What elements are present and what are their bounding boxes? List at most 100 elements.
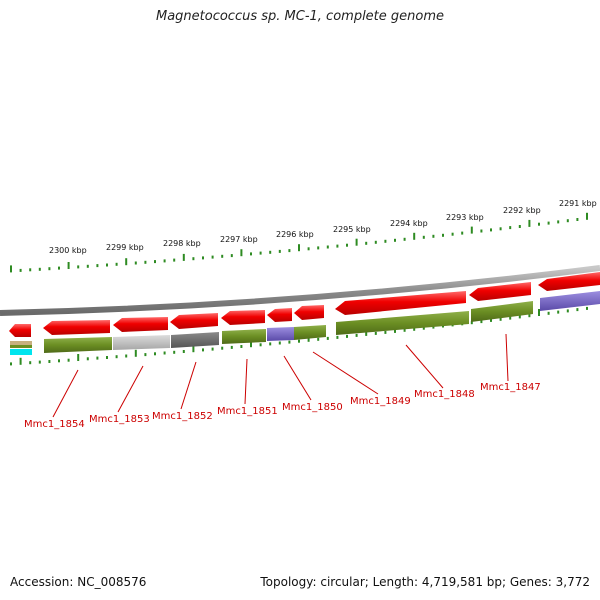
minor-tick bbox=[269, 342, 272, 346]
minor-tick bbox=[326, 245, 329, 249]
minor-tick bbox=[29, 361, 32, 365]
gene-label[interactable]: Mmc1_1850 bbox=[282, 402, 343, 413]
cog-block-1851[interactable] bbox=[222, 329, 266, 344]
gene-labels: Mmc1_1854 Mmc1_1853 Mmc1_1852 Mmc1_1851 … bbox=[24, 382, 541, 430]
minor-tick bbox=[518, 225, 521, 228]
minor-tick bbox=[38, 267, 41, 271]
major-tick bbox=[470, 226, 473, 234]
minor-tick bbox=[125, 354, 128, 358]
minor-tick bbox=[422, 235, 425, 239]
major-tick bbox=[538, 309, 540, 316]
minor-tick bbox=[221, 254, 224, 258]
minor-tick bbox=[48, 267, 51, 271]
minor-tick bbox=[163, 351, 166, 355]
minor-tick bbox=[58, 359, 60, 363]
cog-block-1854[interactable] bbox=[44, 337, 112, 353]
cog-block-small-green bbox=[10, 345, 32, 348]
minor-tick bbox=[106, 263, 108, 267]
minor-tick bbox=[576, 218, 579, 221]
minor-tick bbox=[106, 356, 108, 359]
cds-arrow-1855[interactable] bbox=[9, 324, 31, 337]
minor-tick bbox=[557, 310, 560, 314]
cog-block-1852[interactable] bbox=[171, 332, 219, 348]
minor-tick bbox=[29, 268, 32, 272]
cds-arrow-1852[interactable] bbox=[170, 313, 218, 329]
cds-arrow-1849[interactable] bbox=[335, 291, 466, 315]
cds-arrow-1853[interactable] bbox=[113, 317, 168, 332]
cog-block-1853[interactable] bbox=[113, 335, 170, 350]
minor-tick bbox=[547, 311, 550, 315]
minor-tick bbox=[432, 325, 435, 329]
cog-block-1849[interactable] bbox=[336, 311, 469, 335]
scale-label-2293: 2293 kbp bbox=[446, 213, 484, 222]
minor-tick bbox=[346, 334, 348, 338]
minor-tick bbox=[202, 348, 204, 352]
minor-tick bbox=[211, 255, 214, 259]
scale-label-2295: 2295 kbp bbox=[333, 225, 371, 234]
minor-tick bbox=[298, 339, 300, 343]
minor-tick bbox=[230, 345, 233, 349]
minor-tick bbox=[163, 259, 166, 263]
minor-tick bbox=[58, 266, 60, 270]
gene-label[interactable]: Mmc1_1849 bbox=[350, 396, 411, 407]
cds-track bbox=[9, 272, 600, 337]
minor-tick bbox=[154, 352, 156, 356]
gene-label[interactable]: Mmc1_1851 bbox=[217, 406, 278, 417]
minor-tick bbox=[576, 308, 579, 312]
cog-block-1848[interactable] bbox=[471, 301, 533, 322]
major-tick bbox=[298, 244, 300, 252]
major-tick bbox=[355, 238, 358, 246]
scale-label-2296: 2296 kbp bbox=[276, 230, 314, 239]
minor-tick bbox=[374, 331, 377, 335]
minor-tick bbox=[518, 315, 521, 319]
scale-label-2300: 2300 kbp bbox=[49, 246, 87, 255]
minor-tick bbox=[202, 256, 204, 260]
minor-tick bbox=[182, 350, 185, 353]
cog-block-1847[interactable] bbox=[540, 291, 600, 311]
minor-tick bbox=[317, 246, 320, 250]
minor-tick bbox=[461, 231, 464, 235]
minor-tick bbox=[528, 314, 531, 318]
cds-arrow-1854[interactable] bbox=[43, 320, 110, 335]
scale-label-2297: 2297 kbp bbox=[220, 235, 258, 244]
scale-label-2294: 2294 kbp bbox=[390, 219, 428, 228]
minor-tick bbox=[566, 309, 569, 313]
minor-tick bbox=[77, 265, 80, 269]
minor-tick bbox=[259, 343, 262, 347]
leader-lines bbox=[52, 333, 509, 418]
minor-tick bbox=[394, 238, 396, 242]
minor-tick bbox=[38, 360, 41, 364]
minor-tick bbox=[115, 262, 118, 266]
minor-tick bbox=[67, 358, 70, 362]
gene-label[interactable]: Mmc1_1848 bbox=[414, 389, 475, 400]
gene-label[interactable]: Mmc1_1852 bbox=[152, 411, 213, 422]
cog-track bbox=[10, 291, 600, 355]
gene-label[interactable]: Mmc1_1847 bbox=[480, 382, 541, 393]
topology-summary: Topology: circular; Length: 4,719,581 bp… bbox=[260, 575, 590, 589]
minor-tick bbox=[566, 219, 569, 223]
cds-arrow-1848[interactable] bbox=[469, 282, 531, 301]
minor-tick bbox=[48, 360, 51, 363]
minor-tick bbox=[134, 261, 137, 265]
cds-arrow-1849b[interactable] bbox=[294, 305, 324, 320]
minor-tick bbox=[451, 232, 454, 236]
gene-label[interactable]: Mmc1_1854 bbox=[24, 419, 85, 430]
minor-tick bbox=[173, 258, 176, 262]
genome-backbone bbox=[0, 265, 600, 316]
gene-label[interactable]: Mmc1_1853 bbox=[89, 414, 150, 425]
cds-arrow-1847[interactable] bbox=[538, 272, 600, 291]
minor-tick bbox=[317, 337, 320, 341]
cog-block-1849b[interactable] bbox=[294, 325, 326, 340]
major-tick bbox=[182, 253, 185, 261]
minor-tick bbox=[96, 264, 99, 268]
cog-block-1850[interactable] bbox=[267, 327, 294, 341]
scale-label-2298: 2298 kbp bbox=[163, 239, 201, 248]
minor-tick bbox=[86, 357, 89, 361]
minor-tick bbox=[365, 241, 368, 245]
cds-arrow-1851[interactable] bbox=[221, 310, 265, 325]
minor-tick bbox=[154, 260, 156, 264]
major-tick bbox=[413, 232, 416, 240]
minor-tick bbox=[173, 350, 176, 354]
cds-arrow-1850[interactable] bbox=[267, 308, 292, 322]
